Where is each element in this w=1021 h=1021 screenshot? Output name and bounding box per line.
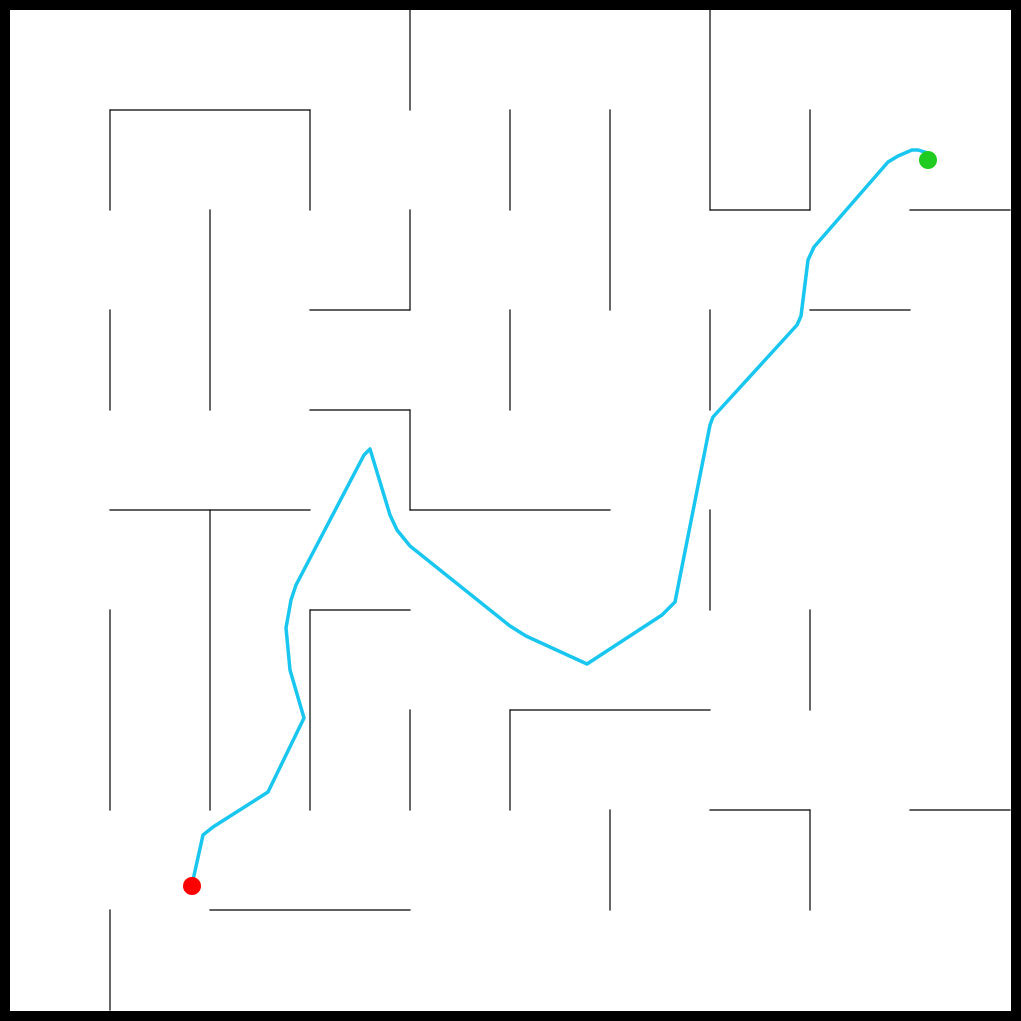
solution-path bbox=[191, 148, 930, 882]
start-marker-icon bbox=[183, 877, 201, 895]
goal-marker-icon bbox=[919, 151, 937, 169]
maze-walls bbox=[109, 9, 1011, 1011]
